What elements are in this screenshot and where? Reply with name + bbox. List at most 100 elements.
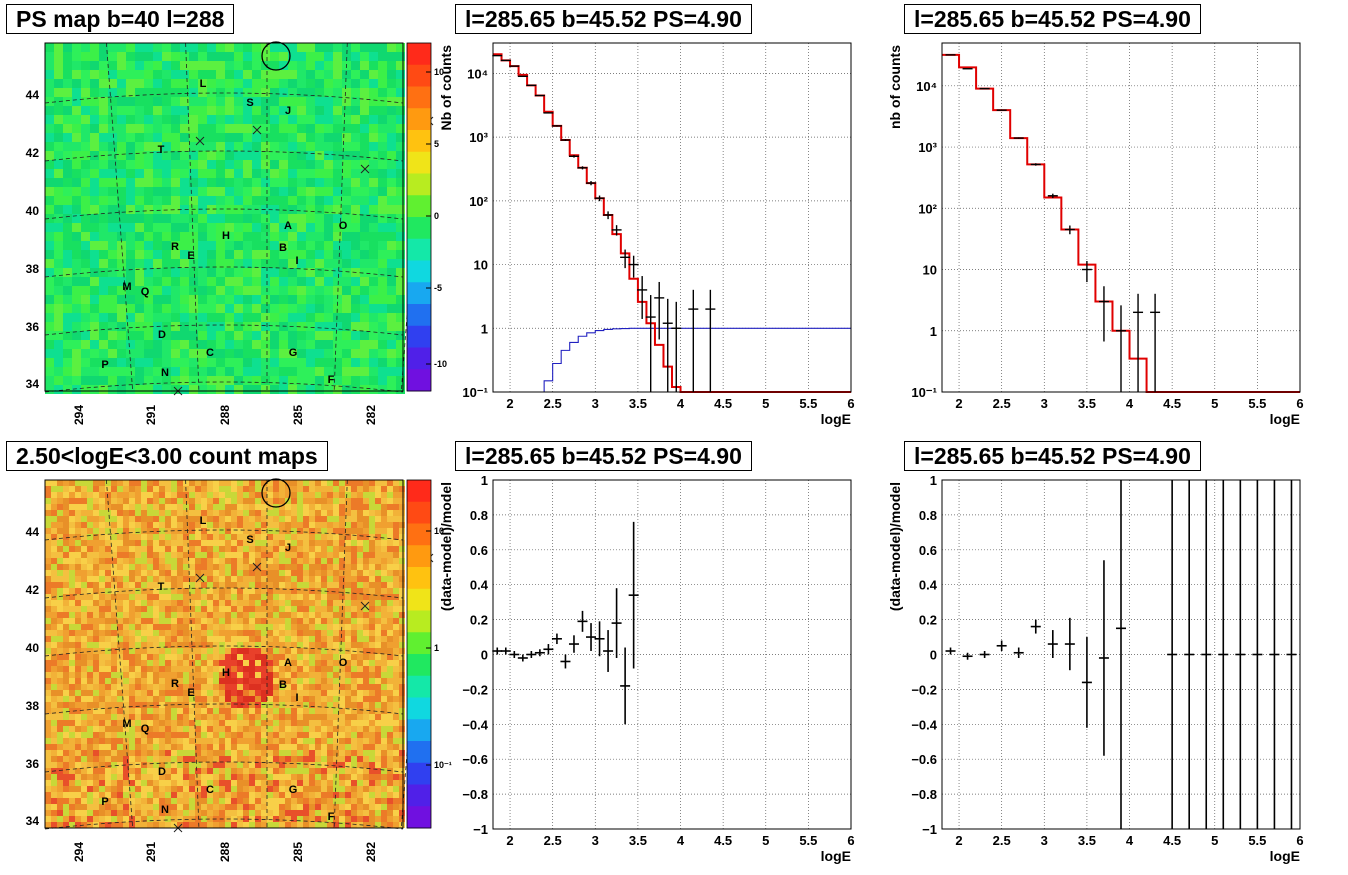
map-pixel: [261, 522, 267, 528]
map-pixel: [396, 268, 405, 277]
map-pixel: [153, 151, 162, 160]
map-pixel: [81, 546, 87, 552]
map-pixel: [291, 492, 297, 498]
map-pixel: [93, 786, 99, 792]
map-pixel: [129, 756, 135, 762]
map-pixel: [216, 124, 225, 133]
map-pixel: [333, 534, 339, 540]
map-pixel: [129, 768, 135, 774]
colorbar-segment: [407, 195, 431, 218]
map-pixel: [189, 618, 195, 624]
map-pixel: [207, 480, 213, 486]
map-pixel: [63, 124, 72, 133]
map-pixel: [291, 762, 297, 768]
map-pixel: [225, 385, 234, 394]
map-pixel: [216, 196, 225, 205]
map-pixel: [273, 738, 279, 744]
map-pixel: [375, 582, 381, 588]
map-pixel: [198, 106, 207, 115]
map-pixel: [99, 576, 105, 582]
map-pixel: [339, 648, 345, 654]
map-pixel: [270, 151, 279, 160]
map-pixel: [243, 690, 249, 696]
map-pixel: [108, 277, 117, 286]
map-pixel: [261, 750, 267, 756]
map-pixel: [117, 606, 123, 612]
map-pixel: [129, 534, 135, 540]
map-pixel: [57, 786, 63, 792]
map-pixel: [165, 684, 171, 690]
map-pixel: [375, 588, 381, 594]
map-pixel: [153, 286, 162, 295]
map-pixel: [369, 492, 375, 498]
map-pixel: [105, 660, 111, 666]
map-pixel: [237, 606, 243, 612]
map-pixel: [297, 241, 306, 250]
map-pixel: [285, 510, 291, 516]
map-pixel: [381, 702, 387, 708]
map-pixel: [57, 642, 63, 648]
map-pixel: [177, 612, 183, 618]
map-pixel: [183, 762, 189, 768]
map-pixel: [255, 642, 261, 648]
map-pixel: [303, 534, 309, 540]
map-pixel: [63, 792, 69, 798]
map-pixel: [81, 504, 87, 510]
map-pixel: [57, 696, 63, 702]
map-pixel: [351, 696, 357, 702]
map-pixel: [99, 804, 105, 810]
map-pixel: [63, 726, 69, 732]
map-pixel: [99, 349, 108, 358]
map-pixel: [135, 558, 141, 564]
map-pixel: [135, 250, 144, 259]
map-pixel: [255, 558, 261, 564]
map-pixel: [345, 552, 351, 558]
map-pixel: [279, 259, 288, 268]
map-pixel: [270, 169, 279, 178]
map-pixel: [303, 612, 309, 618]
colorbar-segment: [407, 304, 431, 327]
map-pixel: [369, 792, 375, 798]
map-pixel: [63, 582, 69, 588]
map-pixel: [321, 660, 327, 666]
map-pixel: [315, 385, 324, 394]
map-pixel: [195, 672, 201, 678]
map-pixel: [375, 534, 381, 540]
map-pixel: [387, 612, 393, 618]
map-pixel: [123, 606, 129, 612]
map-pixel: [171, 313, 180, 322]
map-pixel: [90, 340, 99, 349]
map-pixel: [285, 636, 291, 642]
map-pixel: [387, 606, 393, 612]
map-pixel: [75, 504, 81, 510]
map-pixel: [303, 606, 309, 612]
map-pixel: [237, 540, 243, 546]
map-pixel: [333, 223, 342, 232]
map-pixel: [288, 88, 297, 97]
map-pixel: [189, 223, 198, 232]
map-pixel: [117, 169, 126, 178]
map-pixel: [135, 744, 141, 750]
map-pixel: [207, 178, 216, 187]
map-pixel: [261, 606, 267, 612]
map-pixel: [81, 780, 87, 786]
map-pixel: [45, 70, 54, 79]
map-pixel: [279, 52, 288, 61]
map-pixel: [207, 268, 216, 277]
map-pixel: [126, 61, 135, 70]
map-pixel: [90, 358, 99, 367]
map-pixel: [45, 498, 51, 504]
map-pixel: [45, 810, 51, 816]
map-pixel: [237, 672, 243, 678]
map-pixel: [87, 780, 93, 786]
map-pixel: [261, 594, 267, 600]
map-pixel: [219, 732, 225, 738]
map-pixel: [195, 768, 201, 774]
map-pixel: [393, 564, 399, 570]
map-pixel: [111, 564, 117, 570]
map-pixel: [345, 480, 351, 486]
map-pixel: [144, 115, 153, 124]
map-pixel: [93, 504, 99, 510]
map-pixel: [141, 810, 147, 816]
map-pixel: [378, 124, 387, 133]
